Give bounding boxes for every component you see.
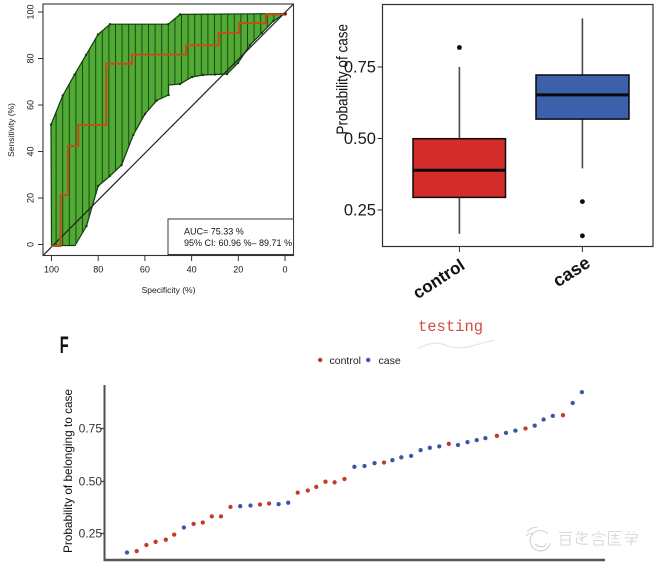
svg-text:testing: testing xyxy=(418,318,483,336)
svg-text:0.75: 0.75 xyxy=(79,422,103,436)
svg-text:control: control xyxy=(330,355,362,367)
svg-text:0.50: 0.50 xyxy=(79,475,103,489)
svg-text:40: 40 xyxy=(187,265,197,275)
svg-text:control: control xyxy=(410,255,469,302)
svg-text:0.25: 0.25 xyxy=(344,202,376,220)
svg-text:80: 80 xyxy=(26,53,36,63)
svg-text:Specificity (%): Specificity (%) xyxy=(142,285,196,295)
svg-text:100: 100 xyxy=(26,4,36,19)
svg-text:Sensitivity (%): Sensitivity (%) xyxy=(6,103,16,157)
svg-text:Probability of case: Probability of case xyxy=(335,24,352,135)
svg-text:case: case xyxy=(379,355,401,367)
svg-text:AUC= 75.33 %: AUC= 75.33 % xyxy=(184,227,244,237)
svg-text:95% CI: 60.96 %– 89.71 %: 95% CI: 60.96 %– 89.71 % xyxy=(184,238,292,248)
svg-text:0: 0 xyxy=(26,242,36,247)
svg-text:100: 100 xyxy=(44,265,59,275)
svg-text:40: 40 xyxy=(26,146,36,156)
svg-text:0: 0 xyxy=(282,265,287,275)
svg-text:20: 20 xyxy=(26,193,36,203)
svg-text:60: 60 xyxy=(140,265,150,275)
svg-text:case: case xyxy=(549,252,593,291)
svg-text:0.75: 0.75 xyxy=(344,59,376,77)
svg-text:20: 20 xyxy=(233,265,243,275)
svg-text:Probability of belonging to ca: Probability of belonging to case xyxy=(61,389,75,553)
svg-text:0.25: 0.25 xyxy=(79,527,103,541)
svg-text:80: 80 xyxy=(93,265,103,275)
svg-text:60: 60 xyxy=(26,100,36,110)
svg-text:0.50: 0.50 xyxy=(344,130,376,148)
svg-text:F: F xyxy=(60,333,69,360)
